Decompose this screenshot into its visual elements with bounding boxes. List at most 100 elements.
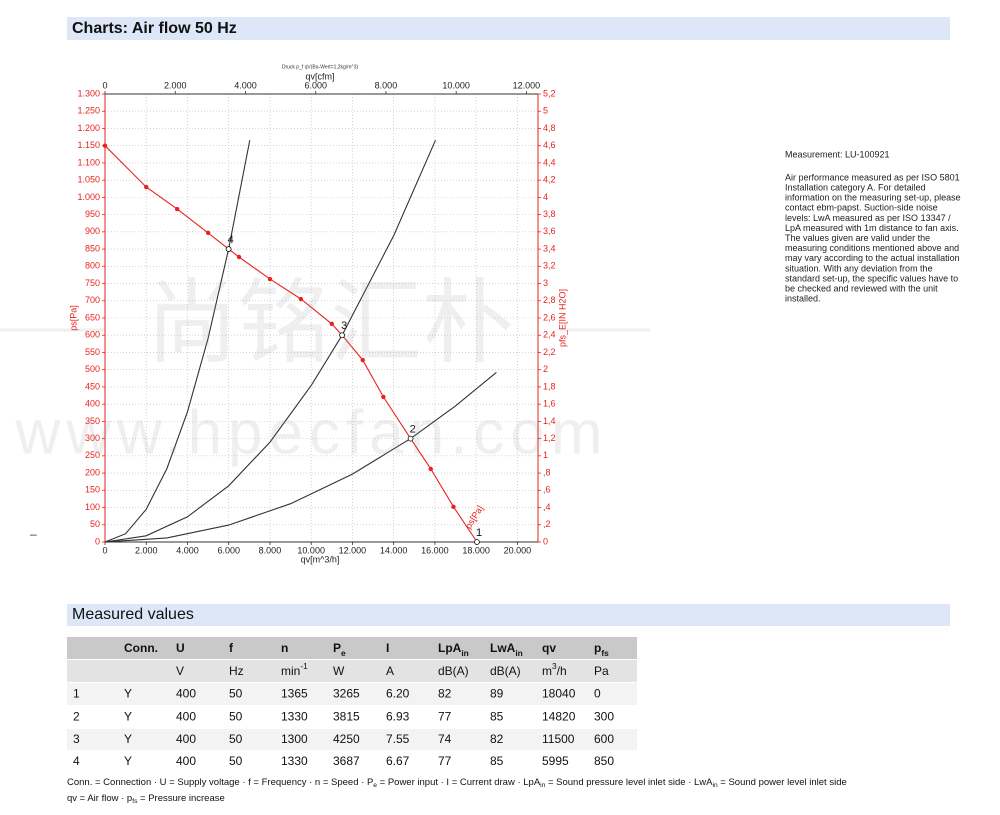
table-cell: 1 xyxy=(73,687,80,701)
operating-point-label: 4 xyxy=(228,234,234,246)
text-part: Conn. = Connection · U = Supply voltage … xyxy=(67,777,373,788)
cell-text: pfs xyxy=(594,641,609,658)
y2-tick-label: ,2 xyxy=(543,519,551,529)
text-part: in xyxy=(712,782,717,789)
note-line: situation. With any deviation from the xyxy=(785,263,933,273)
table-cell: 6.93 xyxy=(386,710,410,724)
y2-tick-label: 3,2 xyxy=(543,261,556,271)
series-marker xyxy=(451,504,456,510)
text-part: in xyxy=(540,782,545,789)
text-part: U xyxy=(176,641,185,655)
table-cell: 50 xyxy=(229,687,243,701)
y-tick-label: 1.200 xyxy=(77,123,100,133)
series-line xyxy=(104,140,251,543)
table-cell: 400 xyxy=(176,687,196,701)
cell-text: Pa xyxy=(594,664,609,678)
table-cell: 0 xyxy=(594,687,601,701)
text-part: Hz xyxy=(229,664,244,678)
note-line: information on the measuring set-up, ple… xyxy=(785,193,961,203)
text-part: = Sound power level inlet side xyxy=(718,777,847,788)
operating-point-label: 2 xyxy=(410,424,416,436)
y-tick-label: 700 xyxy=(85,295,100,305)
table-cell: 14820 xyxy=(542,710,576,724)
note-line: may vary according to the actual install… xyxy=(785,253,960,263)
x2-tick-label: 10.000 xyxy=(442,80,470,90)
y-tick-label: 350 xyxy=(85,416,100,426)
cell-text: Conn. = Connection · U = Supply voltage … xyxy=(67,777,847,790)
series-marker xyxy=(329,321,335,327)
y2-tick-label: 2,2 xyxy=(543,347,556,357)
y-tick-label: 450 xyxy=(85,381,100,391)
text-part: qv = Air flow · p xyxy=(67,793,132,804)
cell-text: A xyxy=(386,664,394,678)
text-part: V xyxy=(176,664,184,678)
y2-tick-label: 4,4 xyxy=(543,157,556,167)
text-part: Pa xyxy=(594,664,609,678)
y2-tick-label: 1,4 xyxy=(543,416,556,426)
text-part: = Sound pressure level inlet side · LwA xyxy=(545,777,713,788)
y-tick-label: 550 xyxy=(85,347,100,357)
y2-tick-label: 2,8 xyxy=(543,295,556,305)
text-part: in xyxy=(515,648,522,658)
table-cell: Y xyxy=(124,732,132,746)
text-part: = Pressure increase xyxy=(137,793,224,804)
y-tick-label: 1.300 xyxy=(77,88,100,98)
series-marker xyxy=(360,357,365,363)
section-bar xyxy=(67,604,950,626)
series-marker xyxy=(298,296,304,302)
table-cell: 4250 xyxy=(333,732,360,746)
y2-tick-label: 3,8 xyxy=(543,209,556,219)
x2-tick-label: 8.000 xyxy=(375,80,398,90)
text-part: = Power input · I = Current draw · LpA xyxy=(377,777,541,788)
text-part: in xyxy=(461,648,468,658)
y-tick-label: 1.050 xyxy=(77,175,100,185)
series-marker xyxy=(428,466,433,472)
note-line: contact ebm-papst. Suction-side noise xyxy=(785,203,938,213)
table-cell: 400 xyxy=(176,710,196,724)
table-cell: 50 xyxy=(229,732,243,746)
y-tick-label: 150 xyxy=(85,485,100,495)
y-tick-label: 800 xyxy=(85,261,100,271)
y2-tick-label: 5,2 xyxy=(543,88,556,98)
note-line: Air performance measured as per ISO 5801 xyxy=(785,172,960,182)
y2-tick-label: 3,4 xyxy=(543,243,556,253)
y2-tick-label: 1,6 xyxy=(543,399,556,409)
y-tick-label: 400 xyxy=(85,399,100,409)
text-part: /h xyxy=(557,664,567,678)
table-cell: 82 xyxy=(438,687,452,701)
table-cell: 18040 xyxy=(542,687,576,701)
y-axis-title: ps[Pa] xyxy=(68,305,78,331)
table-cell: 1365 xyxy=(281,687,308,701)
text-part: LpA xyxy=(438,641,462,655)
text-part: Conn. xyxy=(124,641,158,655)
cell-text: V xyxy=(176,664,184,678)
table-cell: 77 xyxy=(438,754,452,768)
series-marker xyxy=(174,206,180,212)
watermark-url: www.hpecfan.com xyxy=(14,398,608,467)
x2-axis-title: qv[cfm] xyxy=(305,71,334,81)
y2-tick-label: 1,8 xyxy=(543,381,556,391)
series-line xyxy=(104,371,497,543)
series-line xyxy=(104,145,478,543)
y-tick-label: 1.250 xyxy=(77,106,100,116)
text-part: f xyxy=(229,641,234,655)
table-row-bg xyxy=(67,729,637,750)
table-cell: 77 xyxy=(438,710,452,724)
operating-point xyxy=(407,435,414,442)
series-marker xyxy=(267,276,273,282)
cell-text: U xyxy=(176,641,185,655)
y2-tick-label: 5 xyxy=(543,106,548,116)
y2-tick-label: 1 xyxy=(543,450,548,460)
table-cell: 3265 xyxy=(333,687,360,701)
cell-text: dB(A) xyxy=(438,664,469,678)
table-row-bg xyxy=(67,706,637,728)
y2-tick-label: 4,8 xyxy=(543,123,556,133)
series-marker xyxy=(205,230,211,236)
cell-text: qv xyxy=(542,641,556,655)
cell-text: W xyxy=(333,664,345,678)
note-line: measuring conditions mentioned above and xyxy=(785,243,959,253)
series-marker xyxy=(102,143,108,148)
text-part: A xyxy=(386,664,394,678)
text-part: W xyxy=(333,664,345,678)
y-tick-label: 1.000 xyxy=(77,192,100,202)
